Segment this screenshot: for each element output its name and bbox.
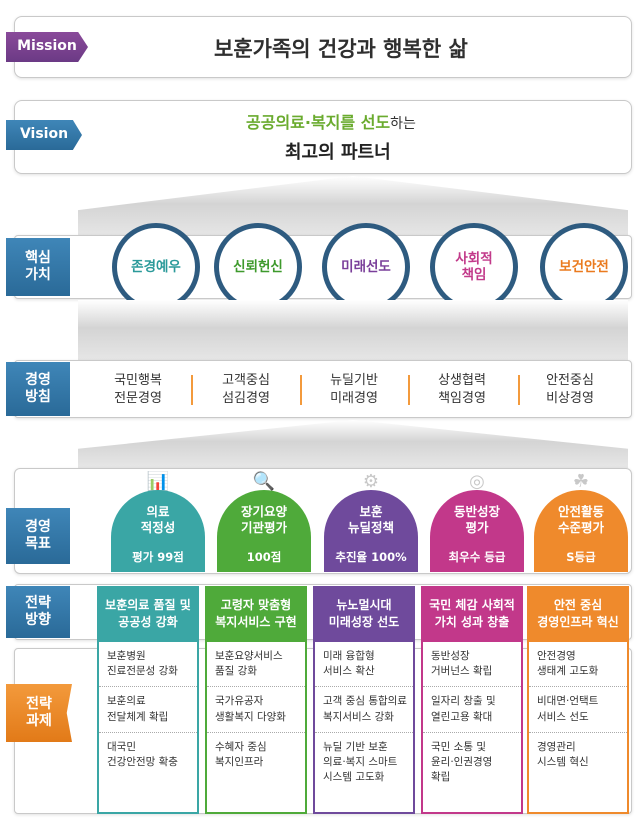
policy-divider — [191, 375, 193, 405]
policy-shadow — [78, 300, 628, 362]
vision-line2: 최고의 파트너 — [285, 142, 391, 163]
vision-suffix: 하는 — [390, 116, 416, 132]
goal-value: 평가 99점 — [132, 550, 184, 564]
strategy-task: 대국민 건강안전망 확충 — [107, 740, 178, 769]
chart-icon: 📊 — [146, 471, 170, 492]
strategy-task: 보훈병원 진료전문성 강화 — [99, 642, 197, 688]
goal-arch: 장기요양 기관평가 100점 — [217, 490, 311, 572]
goal-arch: 안전활동 수준평가 S등급 — [534, 490, 628, 572]
goal-shadow — [78, 420, 628, 468]
strategy-task: 일자리 창출 및 열린고용 확대 — [423, 687, 521, 733]
core-value-circle: 신뢰헌신 — [214, 223, 302, 311]
goals-tag: 경영 목표 — [6, 508, 70, 564]
strategy-task: 미래 융합형 서비스 확산 — [315, 642, 413, 688]
policy-divider — [300, 375, 302, 405]
strategy-direction: 국민 체감 사회적 가치 성과 창출 — [421, 586, 523, 642]
goal-title: 안전활동 수준평가 — [557, 504, 604, 536]
policy-item: 국민행복 전문경영 — [114, 373, 162, 406]
policy-tag: 경영 방침 — [6, 362, 70, 416]
policy-item: 고객중심 섬김경영 — [222, 373, 270, 406]
vision-highlight: 공공의료·복지를 선도 — [246, 113, 391, 132]
core-value-circle: 존경예우 — [112, 223, 200, 311]
strategy-task: 동반성장 거버넌스 확립 — [423, 642, 521, 688]
leaf-icon: ☘ — [572, 471, 590, 492]
mission-text: 보훈가족의 건강과 행복한 삶 — [214, 37, 468, 61]
target-icon: ◎ — [469, 471, 485, 492]
strategy-task: 보훈요양서비스 품질 강화 — [207, 642, 305, 688]
goal-value: 추진율 100% — [335, 550, 407, 564]
vision-line1: 공공의료·복지를 선도하는 — [246, 109, 416, 133]
strategy-direction: 뉴노멀시대 미래성장 선도 — [313, 586, 415, 642]
vision-tag: Vision — [6, 120, 82, 150]
policy-divider — [408, 375, 410, 405]
strategy-task: 뉴딜 기반 보훈 의료·복지 스마트 시스템 고도화 — [323, 740, 398, 784]
strategy-task: 비대면·언택트 서비스 선도 — [529, 687, 627, 733]
mission-tag: Mission — [6, 32, 88, 62]
core-value-circle: 미래선도 — [322, 223, 410, 311]
goal-title: 장기요양 기관평가 — [240, 504, 287, 536]
strategy-task: 국가유공자 생활복지 다양화 — [207, 687, 305, 733]
strategy-direction: 안전 중심 경영인프라 혁신 — [527, 586, 629, 642]
directions-tag: 전략 방향 — [6, 586, 70, 638]
vision-panel — [14, 100, 632, 174]
core-values-tag: 핵심 가치 — [6, 238, 70, 296]
policy-item: 안전중심 비상경영 — [546, 373, 594, 406]
core-value-circle: 사회적 책임 — [430, 223, 518, 311]
strategy-task: 보훈의료 전달체계 확립 — [99, 687, 197, 733]
goal-value: 최우수 등급 — [448, 550, 506, 564]
goal-title: 보훈 뉴딜정책 — [347, 504, 394, 536]
goal-title: 동반성장 평가 — [453, 504, 500, 536]
goal-value: S등급 — [566, 550, 596, 564]
magnifier-icon: 🔍 — [252, 471, 276, 492]
policy-divider — [518, 375, 520, 405]
policy-item: 상생협력 책임경영 — [438, 373, 486, 406]
gear-icon: ⚙ — [362, 471, 380, 492]
strategy-task: 경영관리 시스템 혁신 — [537, 740, 589, 769]
strategy-direction: 고령자 맞춤형 복지서비스 구현 — [205, 586, 307, 642]
strategy-task: 고객 중심 통합의료 복지서비스 강화 — [315, 687, 413, 733]
goal-value: 100점 — [246, 550, 282, 564]
strategy-task: 국민 소통 및 윤리·인권경영 확립 — [431, 740, 493, 784]
strategy-task: 안전경영 생태계 고도화 — [529, 642, 627, 688]
goal-title: 의료 적정성 — [140, 504, 176, 536]
strategy-task: 수혜자 중심 복지인프라 — [215, 740, 267, 769]
policy-item: 뉴딜기반 미래경영 — [330, 373, 378, 406]
policy-panel — [14, 360, 632, 418]
tasks-tag: 전략 과제 — [6, 684, 72, 742]
mission-panel — [14, 16, 632, 78]
core-value-circle: 보건안전 — [540, 223, 628, 311]
strategy-direction: 보훈의료 품질 및 공공성 강화 — [97, 586, 199, 642]
